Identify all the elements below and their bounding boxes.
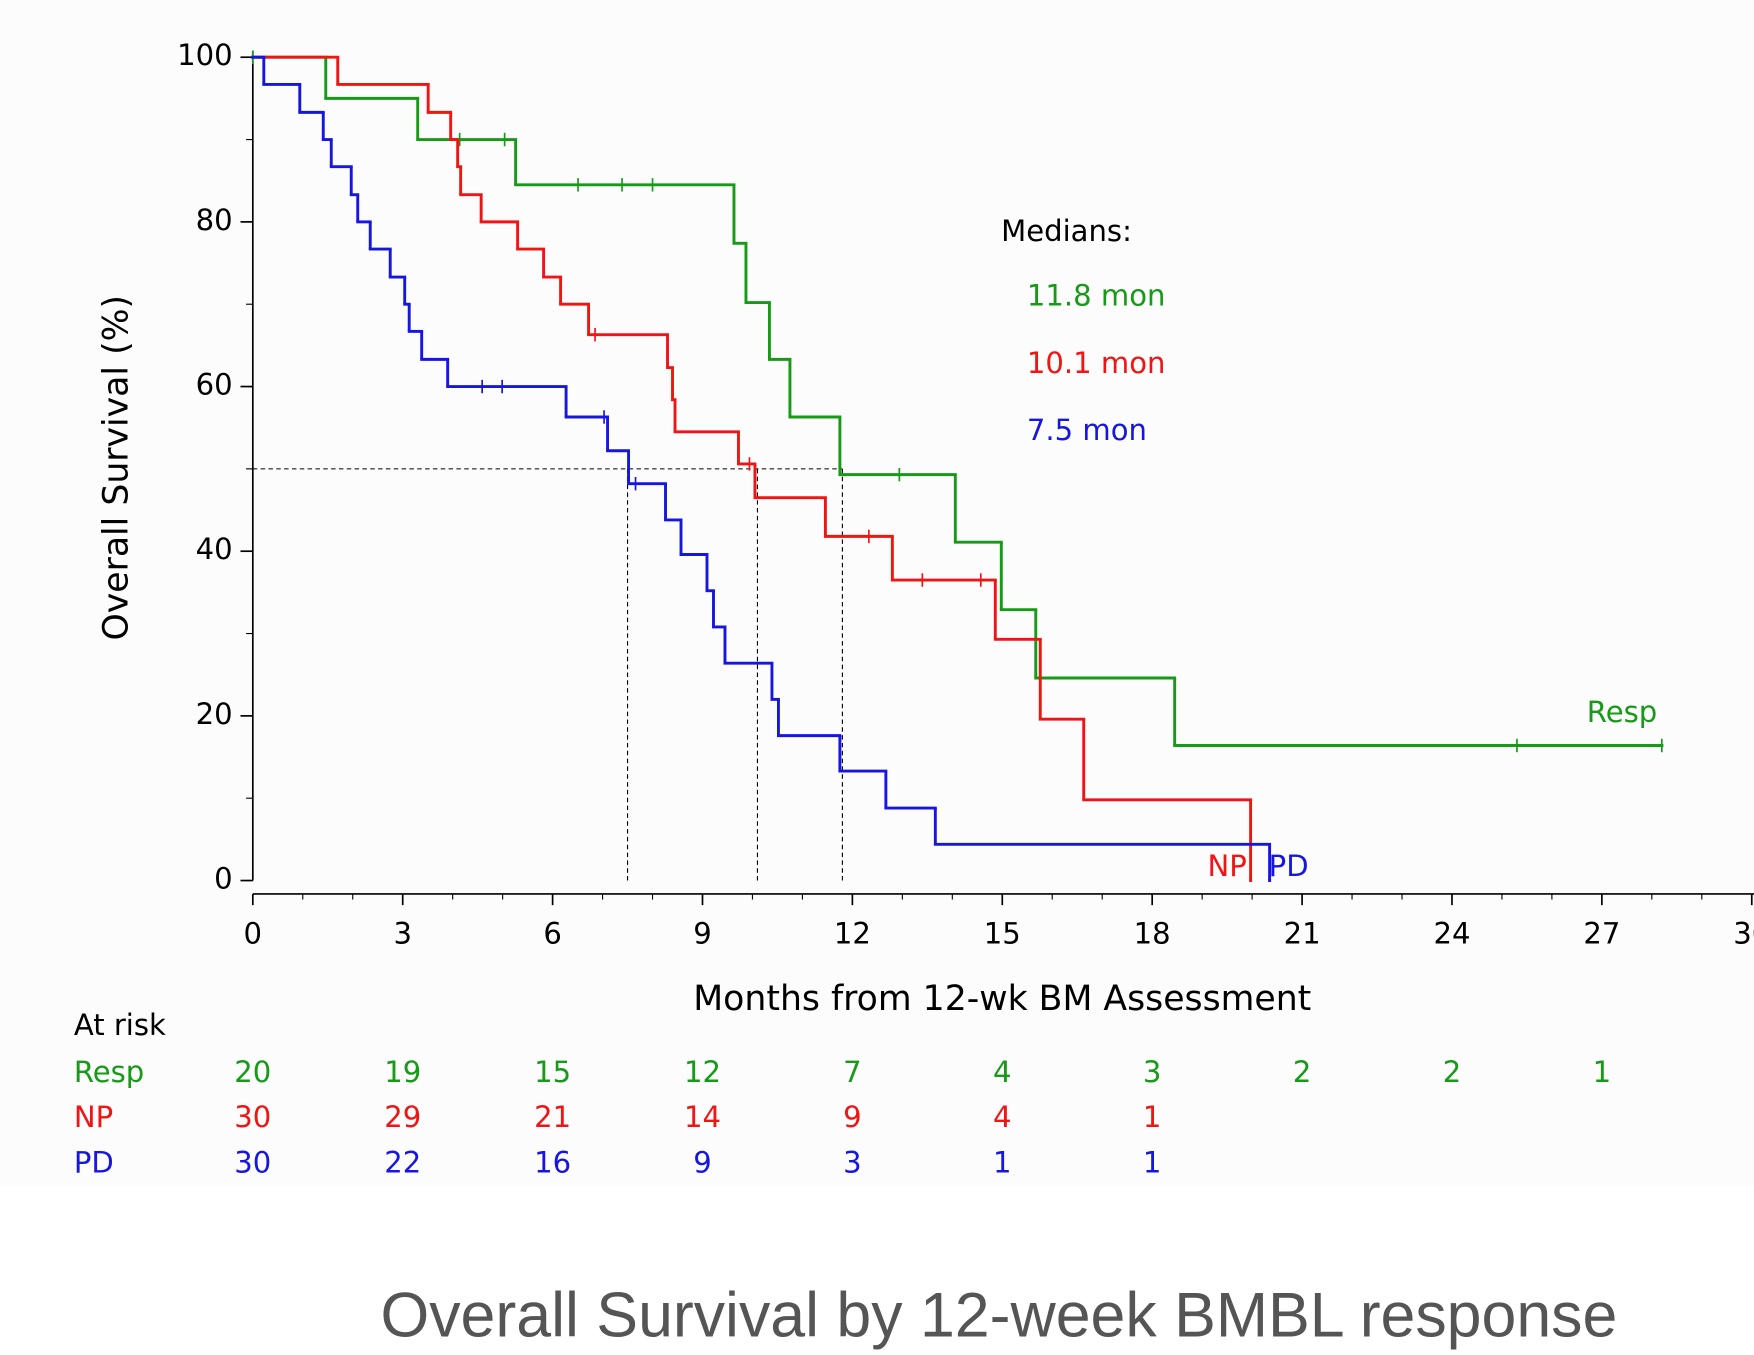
x-tick-label: 24 bbox=[1433, 916, 1470, 950]
at-risk-count: 2 bbox=[1293, 1055, 1312, 1089]
median-label: 7.5 mon bbox=[1027, 413, 1147, 447]
at-risk-row-label: PD bbox=[74, 1146, 114, 1180]
x-tick-label: 27 bbox=[1583, 916, 1620, 950]
y-tick-label: 60 bbox=[196, 368, 233, 402]
y-tick-label: 40 bbox=[196, 532, 233, 566]
at-risk-count: 14 bbox=[684, 1100, 721, 1134]
median-label: 11.8 mon bbox=[1027, 279, 1166, 313]
series-end-label: NP bbox=[1207, 849, 1246, 883]
x-tick-label: 12 bbox=[834, 916, 871, 950]
at-risk-count: 1 bbox=[993, 1146, 1012, 1180]
x-tick-label: 6 bbox=[543, 916, 562, 950]
at-risk-count: 30 bbox=[234, 1146, 271, 1180]
at-risk-count: 30 bbox=[234, 1100, 271, 1134]
x-tick-label: 18 bbox=[1134, 916, 1171, 950]
at-risk-count: 9 bbox=[843, 1100, 862, 1134]
at-risk-count: 22 bbox=[384, 1146, 421, 1180]
x-tick-label: 0 bbox=[244, 916, 263, 950]
at-risk-count: 1 bbox=[1143, 1100, 1162, 1134]
at-risk-count: 4 bbox=[993, 1055, 1012, 1089]
series-end-label: Resp bbox=[1587, 695, 1657, 729]
x-tick-label: 15 bbox=[984, 916, 1021, 950]
at-risk-count: 19 bbox=[384, 1055, 421, 1089]
median-label: 10.1 mon bbox=[1027, 346, 1166, 380]
at-risk-count: 16 bbox=[534, 1146, 571, 1180]
series-end-label: PD bbox=[1269, 849, 1309, 883]
y-tick-label: 20 bbox=[196, 697, 233, 731]
x-tick-label: 3 bbox=[393, 916, 412, 950]
x-tick-label: 30 bbox=[1733, 916, 1754, 950]
y-tick-label: 100 bbox=[177, 38, 233, 72]
x-axis-title: Months from 12-wk BM Assessment bbox=[693, 979, 1311, 1019]
y-tick-label: 80 bbox=[196, 203, 233, 237]
x-tick-label: 21 bbox=[1284, 916, 1321, 950]
at-risk-title: At risk bbox=[74, 1008, 166, 1042]
y-axis-title: Overall Survival (%) bbox=[96, 295, 136, 641]
at-risk-count: 12 bbox=[684, 1055, 721, 1089]
at-risk-count: 4 bbox=[993, 1100, 1012, 1134]
at-risk-count: 1 bbox=[1593, 1055, 1612, 1089]
medians-title: Medians: bbox=[1001, 214, 1132, 248]
at-risk-row-label: Resp bbox=[74, 1055, 144, 1089]
at-risk-row-label: NP bbox=[74, 1100, 113, 1134]
y-tick-label: 0 bbox=[214, 862, 233, 896]
at-risk-count: 29 bbox=[384, 1100, 421, 1134]
x-tick-label: 9 bbox=[693, 916, 712, 950]
at-risk-count: 1 bbox=[1143, 1146, 1162, 1180]
at-risk-count: 3 bbox=[1143, 1055, 1162, 1089]
at-risk-count: 7 bbox=[843, 1055, 862, 1089]
at-risk-count: 3 bbox=[843, 1146, 862, 1180]
at-risk-count: 20 bbox=[234, 1055, 271, 1089]
at-risk-count: 9 bbox=[693, 1146, 712, 1180]
chart-title: Overall Survival by 12-week BMBL respons… bbox=[381, 1281, 1618, 1351]
at-risk-count: 15 bbox=[534, 1055, 571, 1089]
plot-background bbox=[0, 0, 1754, 1186]
at-risk-count: 2 bbox=[1443, 1055, 1462, 1089]
at-risk-count: 21 bbox=[534, 1100, 571, 1134]
